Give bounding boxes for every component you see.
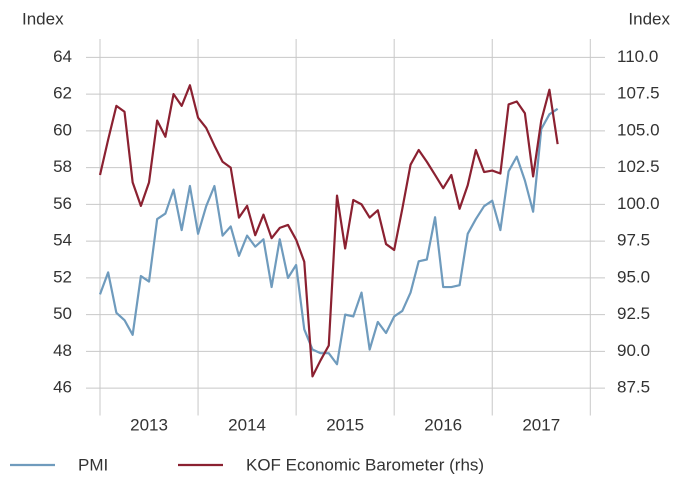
legend-label: PMI: [78, 455, 108, 474]
y2-tick-label: 105.0: [617, 120, 660, 139]
x-tick-label: 2015: [326, 415, 364, 434]
y-tick-label: 62: [53, 84, 72, 103]
y2-tick-label: 87.5: [617, 378, 650, 397]
y2-tick-label: 107.5: [617, 84, 660, 103]
y2-tick-label: 95.0: [617, 267, 650, 286]
y2-tick-label: 90.0: [617, 341, 650, 360]
y2-tick-label: 102.5: [617, 157, 660, 176]
x-tick-label: 2016: [424, 415, 462, 434]
y2-axis-label: Index: [628, 9, 670, 28]
y-tick-label: 48: [53, 341, 72, 360]
y-axis-label: Index: [22, 9, 64, 28]
y-tick-label: 60: [53, 120, 72, 139]
y-tick-label: 58: [53, 157, 72, 176]
series-line: [98, 107, 559, 366]
y-tick-label: 50: [53, 304, 72, 323]
x-tick-label: 2013: [130, 415, 168, 434]
y2-tick-label: 92.5: [617, 304, 650, 323]
y-tick-label: 56: [53, 194, 72, 213]
x-tick-label: 2014: [228, 415, 266, 434]
y-tick-label: 52: [53, 267, 72, 286]
x-tick-label: 2017: [522, 415, 560, 434]
y2-tick-label: 100.0: [617, 194, 660, 213]
series-line: [98, 84, 559, 378]
y2-tick-label: 110.0: [617, 47, 658, 66]
y-tick-label: 54: [53, 231, 72, 250]
y-tick-label: 46: [53, 378, 72, 397]
y2-tick-label: 97.5: [617, 231, 650, 250]
y-tick-label: 64: [53, 47, 72, 66]
legend-label: KOF Economic Barometer (rhs): [246, 455, 484, 474]
